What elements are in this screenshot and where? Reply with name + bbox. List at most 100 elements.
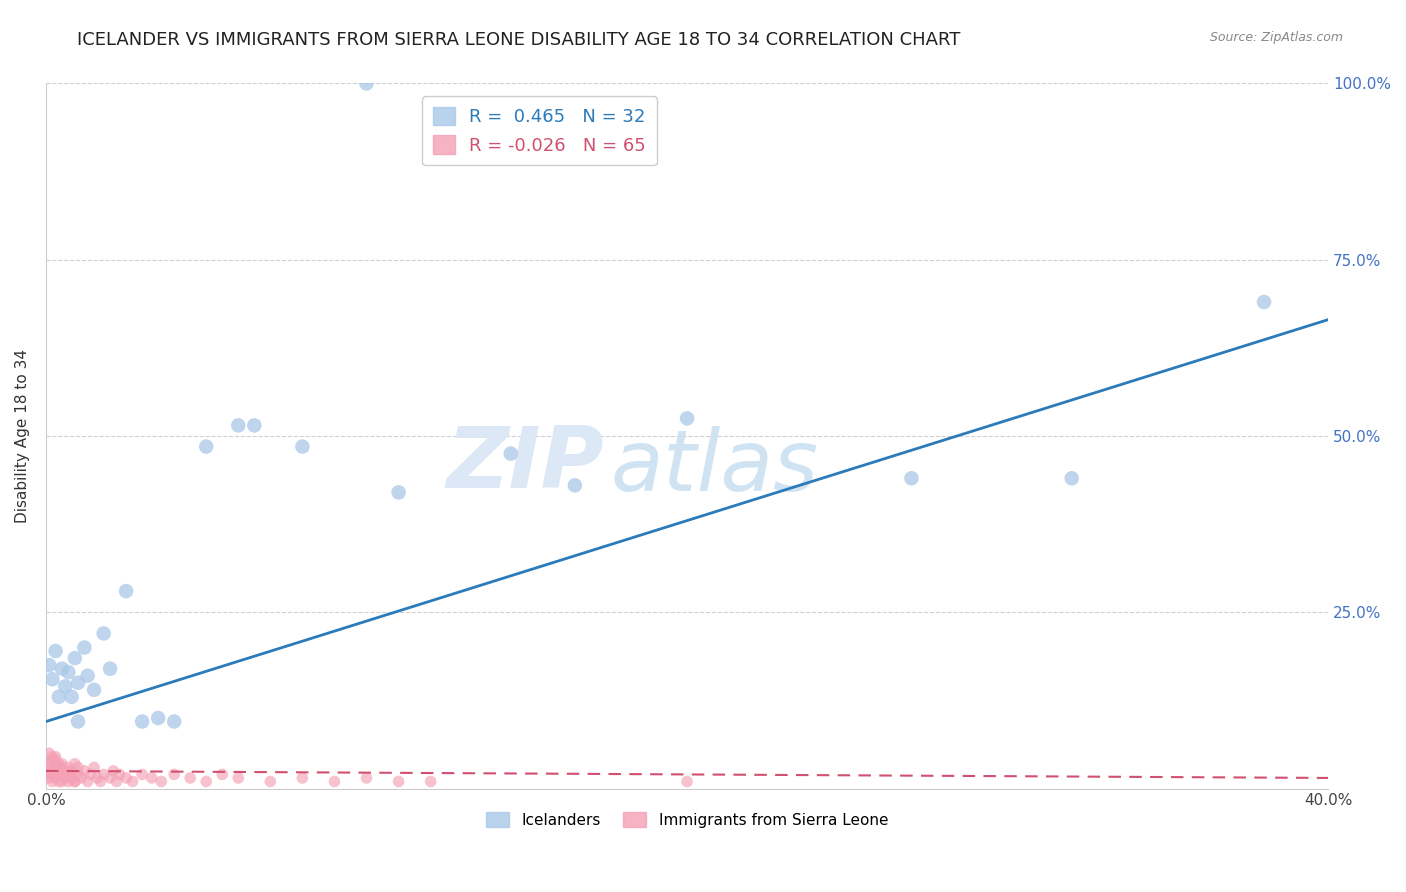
Point (499, 447, 522, 461)
Point (51, 756, 73, 771)
Point (179, 771, 201, 785)
Point (63, 774, 86, 789)
Point (676, 411, 699, 425)
Point (53, 764, 76, 778)
Text: Source: ZipAtlas.com: Source: ZipAtlas.com (1209, 31, 1343, 45)
Point (45, 756, 67, 771)
Point (60, 690, 83, 704)
Text: ZIP: ZIP (446, 423, 603, 506)
Point (243, 418, 266, 433)
Point (45, 764, 67, 778)
Point (150, 774, 173, 789)
Point (211, 767, 233, 781)
Point (226, 418, 249, 433)
Point (53, 771, 76, 785)
Point (48, 756, 70, 771)
Point (58, 767, 80, 781)
Y-axis label: Disability Age 18 to 34: Disability Age 18 to 34 (15, 349, 30, 523)
Text: ICELANDER VS IMMIGRANTS FROM SIERRA LEONE DISABILITY AGE 18 TO 34 CORRELATION CH: ICELANDER VS IMMIGRANTS FROM SIERRA LEON… (77, 31, 960, 49)
Point (48, 690, 70, 704)
Point (387, 774, 409, 789)
Point (38, 658, 60, 673)
Point (63, 756, 86, 771)
Point (41, 774, 63, 789)
Point (60, 764, 83, 778)
Legend: Icelanders, Immigrants from Sierra Leone: Icelanders, Immigrants from Sierra Leone (479, 805, 894, 834)
Point (51, 774, 73, 789)
Point (45, 753, 67, 767)
Point (35, 767, 58, 781)
Point (41, 749, 63, 764)
Point (48, 760, 70, 774)
Point (45, 771, 67, 785)
Point (323, 774, 346, 789)
Point (63, 774, 86, 789)
Point (387, 485, 409, 500)
Point (66, 675, 89, 690)
Point (564, 478, 586, 492)
Point (60, 771, 83, 785)
Point (73, 640, 96, 655)
Point (1060, 471, 1083, 485)
Point (73, 764, 96, 778)
Point (131, 714, 153, 729)
Point (98, 662, 121, 676)
Point (66, 767, 89, 781)
Point (58, 665, 80, 680)
Point (141, 771, 163, 785)
Point (226, 771, 249, 785)
Point (93, 767, 115, 781)
Point (1253, 295, 1275, 310)
Point (900, 471, 922, 485)
Point (58, 760, 80, 774)
Point (259, 774, 281, 789)
Point (60, 771, 83, 785)
Point (51, 662, 73, 676)
Point (195, 774, 218, 789)
Point (38, 771, 60, 785)
Point (89, 774, 111, 789)
Point (356, 771, 378, 785)
Point (70, 771, 93, 785)
Point (108, 767, 131, 781)
Point (41, 672, 63, 686)
Point (76, 774, 98, 789)
Point (356, 77, 378, 91)
Point (53, 764, 76, 778)
Point (76, 669, 98, 683)
Point (48, 774, 70, 789)
Point (58, 774, 80, 789)
Point (98, 771, 121, 785)
Point (115, 771, 138, 785)
Point (195, 440, 218, 454)
Point (63, 651, 86, 665)
Point (105, 774, 128, 789)
Point (41, 753, 63, 767)
Point (676, 774, 699, 789)
Point (83, 682, 105, 697)
Point (45, 749, 67, 764)
Point (163, 714, 186, 729)
Point (38, 746, 60, 760)
Point (35, 760, 58, 774)
Point (146, 711, 169, 725)
Point (291, 440, 314, 454)
Point (66, 714, 89, 729)
Point (53, 679, 76, 693)
Point (51, 760, 73, 774)
Point (86, 771, 108, 785)
Point (163, 767, 186, 781)
Point (121, 774, 143, 789)
Point (83, 760, 105, 774)
Point (103, 764, 125, 778)
Text: atlas: atlas (610, 426, 818, 509)
Point (51, 767, 73, 781)
Point (80, 767, 103, 781)
Point (115, 584, 138, 599)
Point (291, 771, 314, 785)
Point (93, 626, 115, 640)
Point (66, 760, 89, 774)
Point (45, 644, 67, 658)
Point (41, 767, 63, 781)
Point (131, 767, 153, 781)
